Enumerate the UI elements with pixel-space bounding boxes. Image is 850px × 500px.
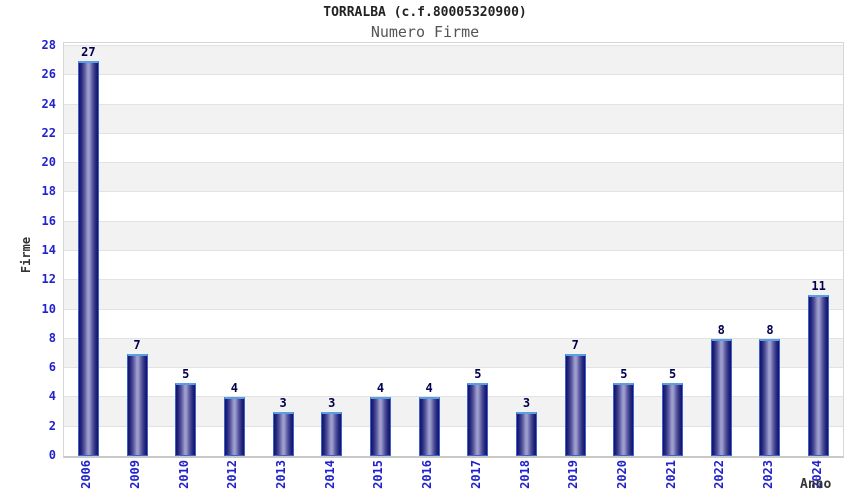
bar-value-label: 8 xyxy=(717,322,725,337)
y-tick-label: 16 xyxy=(41,213,56,228)
x-tick-label: 2019 xyxy=(566,460,581,489)
x-tick-label: 2006 xyxy=(79,460,94,489)
gridline xyxy=(64,103,843,105)
bar-2013 xyxy=(272,412,294,456)
gridline xyxy=(64,367,843,369)
bar-2022 xyxy=(710,338,732,456)
gridline xyxy=(64,132,843,134)
bar-value-label: 3 xyxy=(328,396,336,411)
bar-2019 xyxy=(564,353,586,456)
bar-2010 xyxy=(175,382,197,456)
y-tick-label: 0 xyxy=(48,448,56,462)
y-tick-label: 28 xyxy=(41,38,56,52)
bar-value-label: 5 xyxy=(620,366,628,381)
bar-value-label: 11 xyxy=(811,278,826,293)
gridline xyxy=(64,337,843,339)
bar-2012 xyxy=(223,397,245,456)
bar-value-label: 5 xyxy=(474,366,482,381)
plot-area: 27 7 5 4 3 3 4 4 5 3 7 5 5 8 8 11 xyxy=(63,42,844,458)
bar-2023 xyxy=(759,338,781,456)
bar-2017 xyxy=(467,382,489,456)
bar-value-label: 8 xyxy=(766,322,774,337)
x-tick-label: 2014 xyxy=(322,460,337,489)
x-tick-label: 2018 xyxy=(517,460,532,489)
bar-value-label: 4 xyxy=(230,381,239,396)
x-tick-label: 2015 xyxy=(371,460,386,489)
bar-value-label: 7 xyxy=(571,337,579,352)
bar-value-label: 3 xyxy=(279,396,287,411)
y-axis-ticks: 0 2 4 6 8 10 12 14 16 18 20 22 24 26 28 xyxy=(0,0,56,500)
y-tick-label: 26 xyxy=(41,67,56,82)
bar-2015 xyxy=(369,397,391,456)
gridline xyxy=(64,220,843,222)
x-axis-ticks: 2006 2009 2010 2012 2013 2014 2015 2016 2017 2018… xyxy=(63,458,842,500)
y-tick-label: 12 xyxy=(41,272,56,287)
bar-value-label: 3 xyxy=(522,396,531,411)
bar-2018 xyxy=(516,412,538,456)
bar-value-label: 7 xyxy=(133,337,141,352)
bar-2020 xyxy=(613,382,635,456)
gridline xyxy=(64,191,843,193)
x-tick-label: 2020 xyxy=(614,460,629,489)
gridline xyxy=(64,45,843,46)
gridline xyxy=(64,396,843,398)
gridline xyxy=(64,162,843,164)
bar-2009 xyxy=(126,353,148,456)
plot-band xyxy=(64,163,843,193)
plot-band xyxy=(64,280,843,310)
bar-2024 xyxy=(808,294,830,456)
bar-2021 xyxy=(662,382,684,456)
gridline xyxy=(64,308,843,310)
gridline xyxy=(64,74,843,76)
x-tick-label: 2021 xyxy=(663,460,678,489)
x-axis-title: Anno xyxy=(800,477,832,492)
y-tick-label: 6 xyxy=(48,360,56,375)
bar-value-label: 5 xyxy=(182,366,190,381)
page-subtitle: Numero Firme xyxy=(370,23,480,41)
y-tick-label: 22 xyxy=(41,125,56,140)
x-tick-label: 2010 xyxy=(176,460,191,489)
x-tick-label: 2009 xyxy=(128,460,143,489)
plot-band xyxy=(64,104,843,134)
bar-2006 xyxy=(77,60,99,456)
y-tick-label: 8 xyxy=(48,330,56,345)
bar-2016 xyxy=(418,397,440,456)
bar-value-label: 5 xyxy=(668,366,677,381)
plot-band xyxy=(64,46,843,76)
bar-value-label: 4 xyxy=(425,381,433,396)
x-tick-label: 2017 xyxy=(468,460,483,489)
y-tick-label: 14 xyxy=(41,243,56,257)
x-tick-label: 2016 xyxy=(420,460,435,489)
gridline xyxy=(64,425,843,427)
x-tick-label: 2012 xyxy=(225,460,240,489)
y-tick-label: 2 xyxy=(48,418,56,433)
y-tick-label: 10 xyxy=(41,301,56,316)
plot-band xyxy=(64,221,843,251)
y-tick-label: 18 xyxy=(41,184,56,199)
page-title: TORRALBA (c.f.80005320900) xyxy=(323,5,527,20)
x-tick-label: 2022 xyxy=(712,460,727,489)
y-tick-label: 4 xyxy=(48,389,56,404)
gridline xyxy=(64,250,843,251)
gridline xyxy=(64,279,843,281)
x-tick-label: 2013 xyxy=(274,460,289,489)
y-tick-label: 24 xyxy=(41,96,56,111)
x-tick-label: 2023 xyxy=(760,460,775,489)
bar-2014 xyxy=(321,412,343,456)
bar-value-label: 27 xyxy=(81,44,96,59)
y-tick-label: 20 xyxy=(41,155,56,170)
bar-value-label: 4 xyxy=(376,381,385,396)
